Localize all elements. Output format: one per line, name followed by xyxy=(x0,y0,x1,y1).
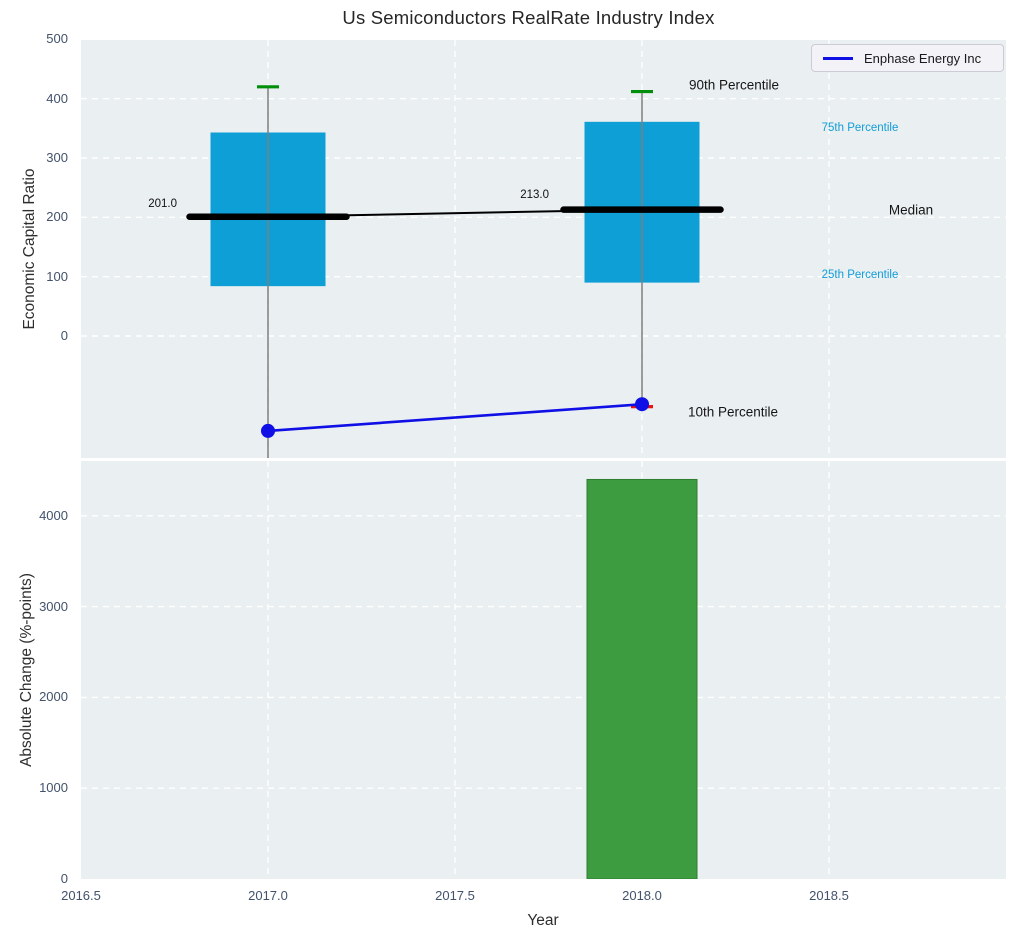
annotation-10th-percentile: 10th Percentile xyxy=(687,404,779,420)
xtick-2017.5: 2017.5 xyxy=(435,888,475,903)
ytick-bottom-2000: 2000 xyxy=(39,689,68,705)
x-axis-label: Year xyxy=(527,912,559,929)
ytick-top-500: 500 xyxy=(46,31,68,47)
y-axis-label-top: Economic Capital Ratio xyxy=(21,168,38,330)
legend-label: Enphase Energy Inc xyxy=(864,50,982,66)
legend-line-sample xyxy=(823,56,853,60)
company-line xyxy=(267,402,643,433)
ytick-top-400: 400 xyxy=(46,90,68,106)
change-bar-2018 xyxy=(586,478,698,879)
xtick-2016.5: 2016.5 xyxy=(61,888,101,903)
ytick-bottom-4000: 4000 xyxy=(39,507,68,523)
company-marker-2017 xyxy=(261,423,275,438)
company-marker-2018 xyxy=(635,397,649,412)
ytick-bottom-3000: 3000 xyxy=(39,598,68,614)
chart-title: Us Semiconductors RealRate Industry Inde… xyxy=(342,7,715,28)
ytick-bottom-0: 0 xyxy=(60,871,68,886)
ytick-top-100: 100 xyxy=(46,268,68,284)
ytick-top-0: 0 xyxy=(60,328,68,343)
legend: Enphase Energy Inc xyxy=(811,44,1004,72)
annotation-median: Median xyxy=(888,202,934,218)
median-value-label-2018: 213.0 xyxy=(520,189,549,201)
boxplot-canvas xyxy=(81,40,1006,458)
barchart-canvas xyxy=(81,461,1006,879)
xtick-2017.0: 2017.0 xyxy=(248,888,288,903)
top-axes-economic-capital-ratio xyxy=(81,40,1006,458)
annotation-75th-percentile: 75th Percentile xyxy=(821,122,899,134)
bottom-axes-absolute-change xyxy=(81,461,1006,879)
xtick-2018.5: 2018.5 xyxy=(809,888,849,903)
annotation-90th-percentile: 90th Percentile xyxy=(688,77,780,93)
xtick-2018.0: 2018.0 xyxy=(622,888,662,903)
median-value-label-2017: 201.0 xyxy=(148,198,177,210)
ytick-top-300: 300 xyxy=(46,150,68,165)
ytick-bottom-1000: 1000 xyxy=(39,780,68,796)
annotation-25th-percentile: 25th Percentile xyxy=(821,269,899,281)
ytick-top-200: 200 xyxy=(46,209,68,225)
